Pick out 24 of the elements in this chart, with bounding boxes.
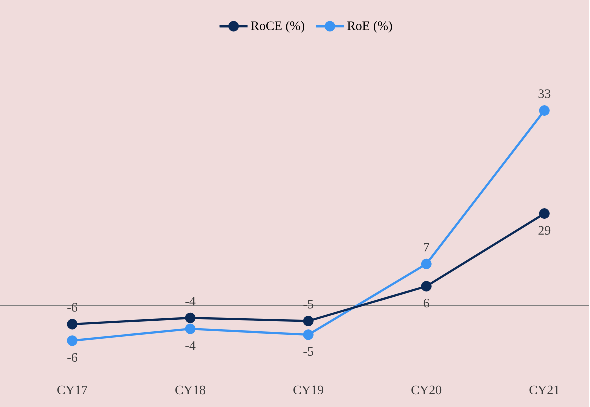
data-label: -6 <box>68 353 78 362</box>
point <box>185 324 196 334</box>
point <box>421 258 432 270</box>
data-label: -5 <box>304 347 314 356</box>
data-label: 7 <box>424 243 430 252</box>
point <box>539 105 550 116</box>
x-tick-label: CY20 <box>412 386 442 394</box>
point <box>67 335 78 346</box>
data-label: 33 <box>538 90 551 98</box>
point <box>303 316 314 326</box>
point <box>539 208 550 219</box>
point <box>67 319 78 330</box>
legend-label: RoE (%) <box>348 21 392 33</box>
point <box>303 330 314 340</box>
data-label: 29 <box>538 226 551 235</box>
x-tick-label: CY17 <box>58 386 88 394</box>
legend-label: RoCE (%) <box>251 21 305 33</box>
data-label: -4 <box>186 341 196 350</box>
point <box>421 281 432 292</box>
point <box>185 312 196 324</box>
data-label: -4 <box>186 296 196 306</box>
x-tick-label: CY19 <box>294 386 324 394</box>
x-tick-label: CY21 <box>530 386 560 394</box>
x-tick-label: CY18 <box>176 386 206 394</box>
